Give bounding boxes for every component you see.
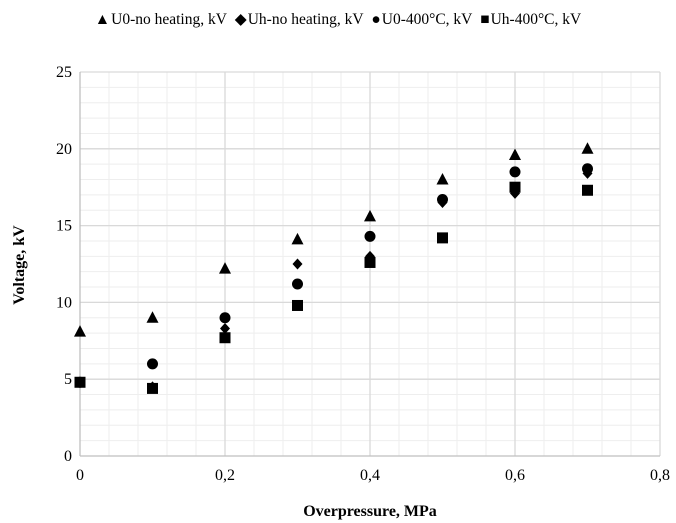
data-point-square: [292, 299, 303, 311]
data-point-triangle: [146, 311, 159, 323]
legend-item-u0-no-heating: ▲U0-no heating, kV: [95, 11, 227, 29]
axes: [79, 72, 660, 457]
x-tick-label: 0: [76, 467, 84, 484]
data-point-circle: [509, 166, 521, 178]
data-point-circle: [437, 193, 448, 205]
circle-marker-icon: ●: [371, 11, 381, 28]
x-tick-label: 0,8: [650, 467, 670, 484]
legend-label: U0-400°C, kV: [381, 11, 473, 28]
x-tick-label: 0,4: [360, 467, 380, 484]
data-point-square: [219, 332, 231, 344]
square-marker-icon: ■: [480, 11, 490, 28]
triangle-marker-icon: ▲: [94, 11, 111, 28]
data-point-square: [364, 256, 376, 268]
data-point-triangle: [291, 232, 304, 245]
x-tick-label: 0,6: [505, 467, 525, 484]
data-point-circle: [582, 163, 593, 175]
data-point-square: [582, 184, 593, 196]
data-point-circle: [147, 358, 158, 370]
data-point-circle: [364, 230, 376, 242]
data-point-triangle: [509, 148, 521, 160]
legend-item-u0-400c: ●U0-400°C, kV: [371, 11, 472, 29]
data-point-triangle: [74, 325, 86, 337]
diamond-marker-icon: ◆: [234, 11, 247, 28]
data-point-diamond: [292, 258, 303, 270]
y-axis-title: Voltage, kV: [11, 225, 28, 305]
y-tick-label: 25: [56, 64, 72, 81]
data-point-square: [74, 376, 86, 388]
y-tick-label: 10: [56, 294, 72, 311]
y-tick-label: 15: [56, 218, 72, 235]
data-point-square: [147, 382, 158, 394]
legend-item-uh-no-heating: ◆Uh-no heating, kV: [235, 10, 364, 29]
data-point-triangle: [219, 262, 231, 274]
y-tick-label: 0: [64, 448, 72, 465]
data-point-triangle: [581, 142, 594, 154]
legend-item-uh-400c: ■Uh-400°C, kV: [480, 11, 581, 29]
data-point-square: [509, 181, 521, 193]
x-tick-label: 0,2: [215, 467, 235, 484]
x-axis-title: Overpressure, MPa: [303, 503, 437, 520]
data-point-triangle: [436, 173, 449, 185]
data-point-diamond: [220, 323, 230, 335]
data-point-circle: [292, 278, 303, 290]
data-point-circle: [219, 312, 231, 324]
data-point-square: [437, 232, 448, 244]
y-tick-label: 5: [64, 371, 72, 388]
chart-legend: ▲U0-no heating, kV ◆Uh-no heating, kV ●U…: [0, 10, 676, 29]
data-point-triangle: [364, 209, 376, 222]
legend-label: Uh-400°C, kV: [490, 11, 582, 28]
tick-labels: 0 0,2 0,4 0,6 0,8 0 5 10 15 20 25: [56, 64, 670, 484]
legend-label: U0-no heating, kV: [111, 11, 227, 28]
data-points: [74, 142, 594, 394]
y-tick-label: 20: [56, 141, 72, 158]
legend-label: Uh-no heating, kV: [247, 11, 364, 28]
